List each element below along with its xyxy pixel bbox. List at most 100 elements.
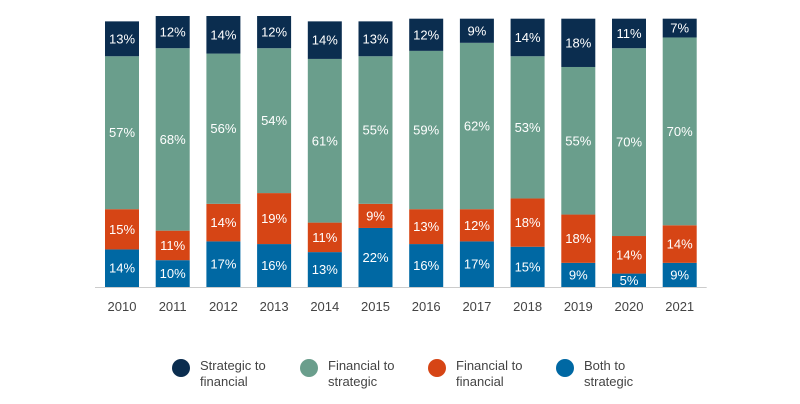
bar-segment	[257, 193, 292, 245]
data-label: 56%	[210, 121, 236, 136]
bar-segment	[561, 66, 596, 215]
legend-item: Strategic to financial	[172, 358, 300, 390]
data-label: 5%	[620, 273, 639, 288]
bar-segment	[206, 241, 241, 287]
bar-segment	[561, 18, 596, 67]
data-label: 15%	[515, 259, 541, 274]
data-label: 18%	[515, 215, 541, 230]
x-tick-label: 2017	[462, 299, 491, 314]
bar-segment	[257, 244, 292, 287]
bar-segment	[409, 244, 444, 287]
data-label: 68%	[160, 132, 186, 147]
data-label: 12%	[413, 27, 439, 42]
legend-label: Financial to strategic	[328, 358, 395, 389]
data-label: 9%	[670, 267, 689, 282]
x-tick-label: 2016	[412, 299, 441, 314]
data-label: 54%	[261, 113, 287, 128]
data-label: 13%	[312, 262, 338, 277]
bar-segment	[358, 56, 393, 204]
bar-segment	[307, 252, 342, 287]
data-label: 14%	[109, 261, 135, 276]
data-label: 14%	[312, 33, 338, 48]
data-label: 62%	[464, 119, 490, 134]
data-label: 11%	[312, 230, 337, 245]
data-label: 14%	[515, 30, 541, 45]
data-label: 70%	[667, 124, 693, 139]
bar-segment	[510, 246, 545, 287]
bar-segment	[510, 56, 545, 199]
legend-label: Both to strategic	[584, 358, 634, 389]
bar-segment	[206, 203, 241, 242]
data-label: 16%	[413, 258, 439, 273]
data-label: 9%	[468, 23, 487, 38]
bar-segment	[510, 198, 545, 247]
bar-segment	[612, 273, 646, 287]
data-label: 13%	[109, 31, 135, 46]
data-label: 14%	[210, 215, 236, 230]
bar-segment	[612, 236, 646, 274]
data-label: 18%	[565, 35, 591, 50]
legend-swatch	[556, 359, 574, 377]
bar-segment	[358, 203, 393, 228]
bar-segment	[307, 58, 342, 223]
x-tick-label: 2021	[665, 299, 694, 314]
bar-segment	[612, 18, 646, 49]
data-label: 15%	[109, 222, 135, 237]
data-label: 12%	[160, 25, 186, 40]
bar-segment	[105, 209, 139, 250]
x-tick-label: 2011	[159, 299, 187, 314]
data-label: 22%	[362, 250, 388, 265]
bar-segment	[561, 214, 596, 263]
bar-segment	[561, 262, 596, 287]
bar-segment	[459, 18, 494, 43]
data-label: 55%	[565, 133, 591, 148]
data-label: 70%	[616, 135, 642, 150]
bar-segment	[409, 18, 444, 51]
x-tick-label: 2013	[260, 299, 289, 314]
bar-segment	[257, 48, 292, 194]
data-label: 17%	[464, 257, 490, 272]
bar-segment	[510, 18, 545, 57]
bar-segment	[409, 50, 444, 210]
bar-segment	[358, 227, 393, 287]
data-label: 13%	[413, 219, 439, 234]
stacked-bar-plot: 14% 15% 57% 13% 2010 10% 11% 68% 12% 2011 17% 14% 56…	[95, 16, 707, 314]
bar-segment	[459, 42, 494, 210]
data-label: 17%	[210, 257, 236, 272]
bar-segment	[206, 16, 241, 54]
data-label: 18%	[565, 231, 591, 246]
bar-segment	[358, 21, 393, 57]
x-tick-label: 2014	[310, 299, 339, 314]
data-label: 9%	[569, 267, 588, 282]
x-tick-label: 2012	[209, 299, 238, 314]
bar-segment	[662, 225, 697, 263]
bar-segment	[206, 53, 241, 204]
data-label: 19%	[261, 211, 287, 226]
legend-label: Financial to financial	[456, 358, 523, 389]
data-label: 10%	[160, 266, 186, 281]
data-label: 57%	[109, 125, 135, 140]
data-label: 14%	[210, 27, 236, 42]
data-label: 59%	[413, 123, 439, 138]
data-label: 9%	[366, 208, 385, 223]
legend-swatch	[300, 359, 318, 377]
legend-item: Financial to financial	[428, 358, 556, 390]
x-tick-label: 2020	[615, 299, 644, 314]
data-label: 12%	[464, 218, 490, 233]
x-tick-label: 2018	[513, 299, 542, 314]
data-label: 61%	[312, 133, 338, 148]
data-label: 13%	[362, 31, 388, 46]
legend-swatch	[172, 359, 190, 377]
bar-segment	[155, 16, 190, 49]
legend: Strategic to financial Financial to strat…	[172, 358, 684, 390]
data-label: 16%	[261, 258, 287, 273]
bar-segment	[105, 21, 139, 57]
bar-segment	[459, 241, 494, 287]
data-label: 14%	[667, 237, 693, 252]
bar-segment	[105, 249, 139, 287]
bar-segment	[307, 222, 342, 253]
x-tick-label: 2019	[564, 299, 593, 314]
data-label: 55%	[362, 123, 388, 138]
data-label: 7%	[670, 21, 689, 36]
